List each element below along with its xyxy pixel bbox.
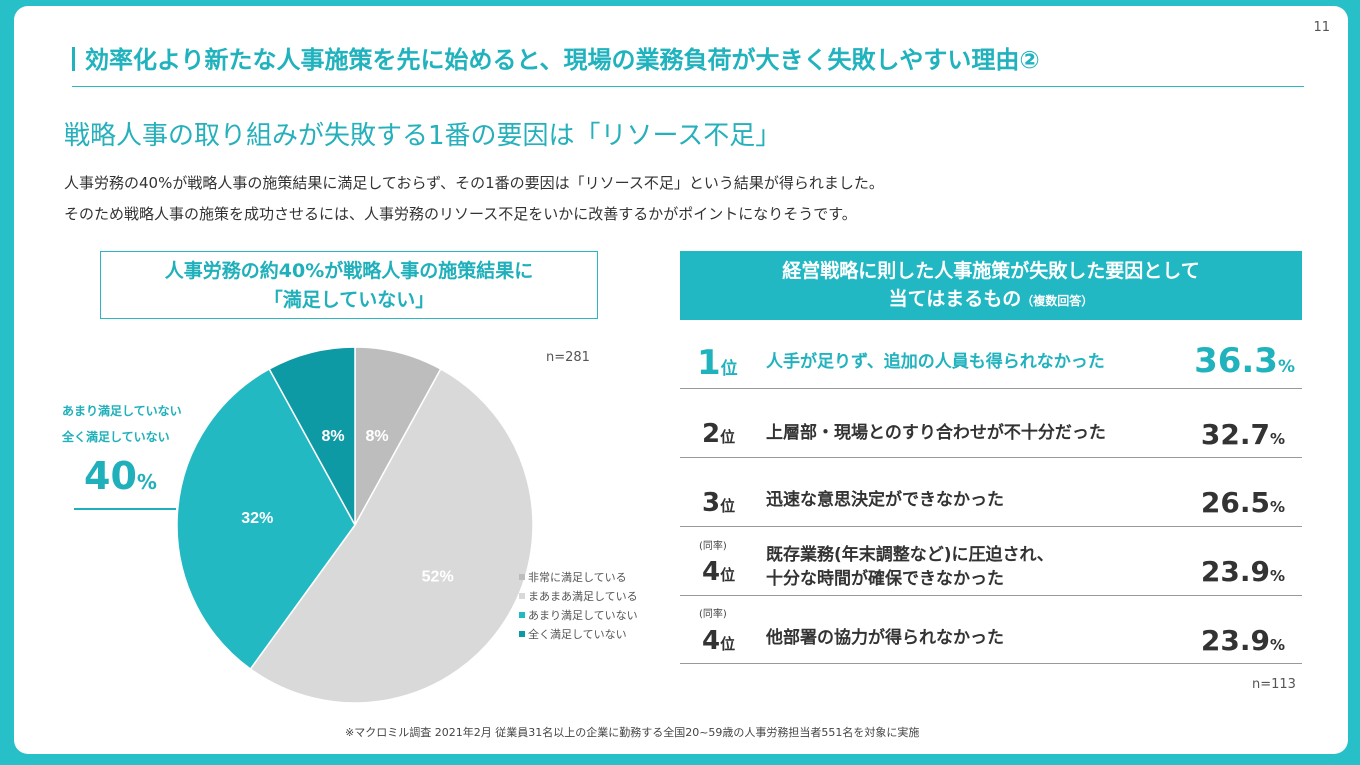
- callout-label-1: あまり満足していない: [62, 404, 182, 418]
- callout-value: 40%: [84, 454, 157, 498]
- rank-divider: [680, 457, 1302, 458]
- failure-heading-line1: 経営戦略に則した人事施策が失敗した要因として: [782, 260, 1200, 282]
- rank-2-reason: 上層部・現場とのすり合わせが不十分だった: [766, 423, 1106, 443]
- intro-line-2: そのため戦略人事の施策を成功させるには、人事労務のリソース不足をいかに改善するか…: [64, 205, 857, 223]
- rank-1-value: 36.3%: [1155, 341, 1295, 381]
- pie-legend: 非常に満足している まあまあ満足している あまり満足していない 全く満足していない: [519, 568, 638, 644]
- pie-label-4: 8%: [321, 428, 344, 445]
- failure-heading-note: （複数回答）: [1021, 294, 1094, 308]
- rank-suffix: 位: [720, 566, 736, 584]
- rank-3-number: 3位: [702, 488, 735, 518]
- rank-4b-reason: 他部署の協力が得られなかった: [766, 628, 1004, 648]
- rank-1-digit: 1: [697, 343, 721, 383]
- rank-3-value-unit: %: [1269, 498, 1285, 516]
- rank-2-value-unit: %: [1269, 430, 1285, 448]
- pie-slice-1: [354, 346, 442, 526]
- callout-value-number: 40: [84, 454, 137, 498]
- failure-heading-line2: 当てはまるもの（複数回答）: [680, 285, 1302, 315]
- rank-3-value: 26.5%: [1145, 486, 1285, 519]
- rank-4b-value-number: 23.9: [1200, 624, 1270, 657]
- rank-2-digit: 2: [702, 419, 721, 449]
- pie-label-3: 32%: [241, 510, 273, 527]
- rank-suffix: 位: [720, 497, 736, 515]
- callout-underline: [74, 508, 176, 510]
- rank-4a-number: 4位: [702, 557, 735, 587]
- legend-label: 非常に満足している: [528, 571, 627, 584]
- legend-swatch: [519, 593, 525, 599]
- rank-4b-value-unit: %: [1269, 636, 1285, 654]
- rank-1-value-unit: %: [1277, 357, 1295, 377]
- legend-item-2: まあまあ満足している: [519, 587, 638, 606]
- pie-slice-3: [176, 367, 356, 671]
- rank-2-number: 2位: [702, 419, 735, 449]
- rank-4a-value: 23.9%: [1145, 555, 1285, 588]
- pie-label-2: 52%: [422, 569, 454, 586]
- rank-4b-value: 23.9%: [1145, 624, 1285, 657]
- rank-divider: [680, 388, 1302, 389]
- rank-4a-value-number: 23.9: [1200, 555, 1270, 588]
- rank-1-number: 1位: [697, 343, 738, 383]
- legend-label: あまり満足していない: [528, 609, 638, 622]
- satisfaction-heading-box: 人事労務の約40%が戦略人事の施策結果に 「満足していない」: [100, 251, 598, 319]
- rank-divider: [680, 595, 1302, 596]
- rank-divider: [680, 526, 1302, 527]
- rank-4a-tie-label: (同率): [699, 541, 727, 552]
- failure-heading-line2-main: 当てはまるもの: [888, 288, 1022, 310]
- legend-item-4: 全く満足していない: [519, 625, 638, 644]
- rank-4a-digit: 4: [702, 557, 721, 587]
- pie-slice-4: [268, 346, 356, 526]
- pie-label-1: 8%: [365, 428, 388, 445]
- ranking-sample-size: n=113: [1252, 677, 1296, 692]
- satisfaction-pie-chart: 8% 52% 32% 8%: [176, 346, 534, 704]
- callout-label-2: 全く満足していない: [62, 430, 170, 444]
- rank-4a-reason-line1: 既存業務(年末調整など)に圧迫され、: [766, 545, 1054, 565]
- rank-4a-reason-line2: 十分な時間が確保できなかった: [766, 569, 1004, 589]
- pie-sample-size: n=281: [546, 350, 590, 365]
- legend-swatch: [519, 574, 525, 580]
- failure-reasons-heading-box: 経営戦略に則した人事施策が失敗した要因として 当てはまるもの（複数回答）: [680, 251, 1302, 320]
- legend-swatch: [519, 612, 525, 618]
- page-title: 効率化より新たな人事施策を先に始めると、現場の業務負荷が大きく失敗しやすい理由②: [72, 40, 1040, 75]
- legend-item-3: あまり満足していない: [519, 606, 638, 625]
- title-divider: [72, 86, 1304, 87]
- legend-item-1: 非常に満足している: [519, 568, 638, 587]
- rank-2-value-number: 32.7: [1200, 418, 1270, 451]
- page-title-text: 効率化より新たな人事施策を先に始めると、現場の業務負荷が大きく失敗しやすい理由②: [85, 46, 1040, 74]
- rank-4b-tie-label: (同率): [699, 609, 727, 620]
- rank-suffix: 位: [720, 428, 736, 446]
- callout-value-unit: %: [136, 470, 157, 494]
- rank-4a-value-unit: %: [1269, 567, 1285, 585]
- satisfaction-heading-line1: 人事労務の約40%が戦略人事の施策結果に: [164, 260, 534, 282]
- rank-4a-reason: 既存業務(年末調整など)に圧迫され、 十分な時間が確保できなかった: [766, 543, 1054, 591]
- rank-1-value-number: 36.3: [1194, 341, 1278, 381]
- rank-4b-number: 4位: [702, 626, 735, 656]
- legend-swatch: [519, 631, 525, 637]
- legend-label: まあまあ満足している: [528, 590, 638, 603]
- rank-suffix: 位: [720, 635, 736, 653]
- rank-3-value-number: 26.5: [1200, 486, 1270, 519]
- rank-divider: [680, 663, 1302, 664]
- rank-1-reason: 人手が足りず、追加の人員も得られなかった: [766, 352, 1105, 372]
- satisfaction-heading-line2: 「満足していない」: [263, 289, 435, 311]
- rank-3-digit: 3: [702, 488, 721, 518]
- rank-4b-digit: 4: [702, 626, 721, 656]
- pie-slice-2: [249, 367, 534, 704]
- rank-suffix: 位: [720, 359, 738, 379]
- footnote: ※マクロミル調査 2021年2月 従業員31名以上の企業に勤務する全国20~59…: [345, 726, 920, 739]
- rank-3-reason: 迅速な意思決定ができなかった: [766, 490, 1004, 510]
- rank-2-value: 32.7%: [1145, 418, 1285, 451]
- intro-line-1: 人事労務の40%が戦略人事の施策結果に満足しておらず、その1番の要因は「リソース…: [64, 174, 884, 192]
- legend-label: 全く満足していない: [528, 628, 627, 641]
- page-number: 11: [1313, 20, 1330, 35]
- subtitle: 戦略人事の取り組みが失敗する1番の要因は「リソース不足」: [64, 121, 782, 151]
- title-accent-bar: [72, 47, 75, 71]
